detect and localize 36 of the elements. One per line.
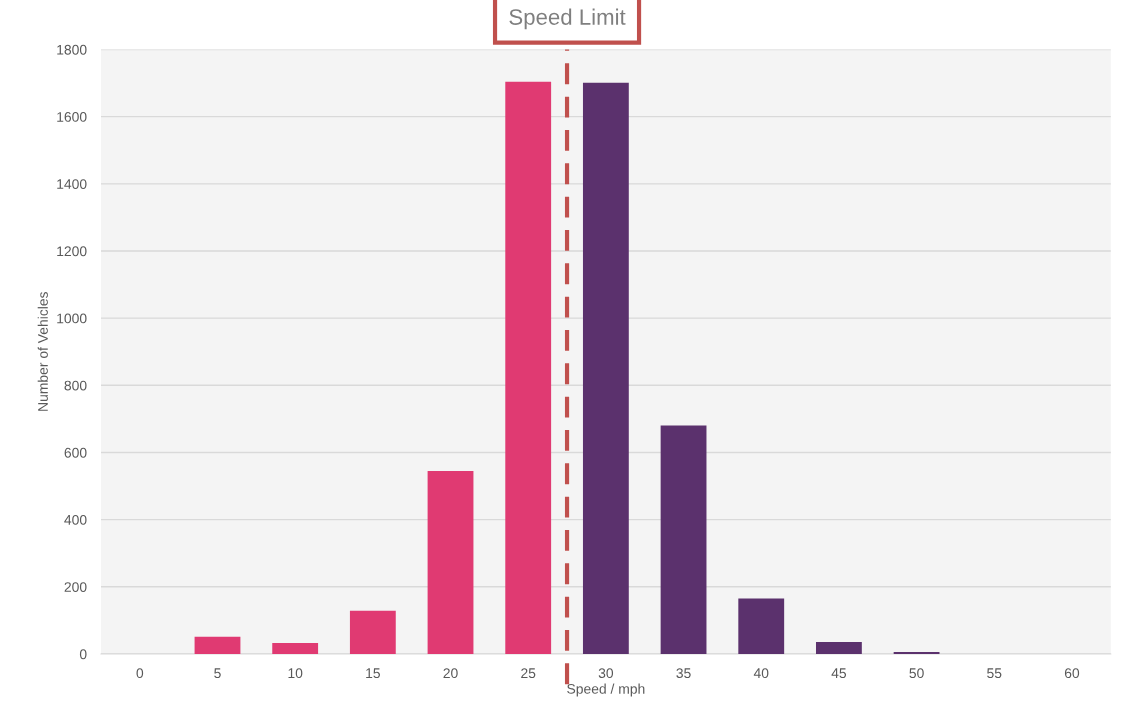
x-tick-label: 40 [753,668,769,679]
bar [738,598,785,654]
y-tick-label: 1600 [57,111,87,122]
x-tick-label: 30 [598,668,614,679]
x-tick-label: 50 [909,668,924,679]
bar [660,425,707,654]
x-tick-label: 60 [1064,668,1080,679]
bar [893,651,940,654]
ref-line-label: Speed Limit [509,8,626,30]
y-tick-label: 200 [64,582,87,592]
x-tick-label: 5 [214,668,221,679]
bar [427,470,474,654]
y-tick-label: 800 [64,380,87,391]
y-tick-label: 400 [64,514,87,525]
x-axis-title: Speed / mph [567,683,645,697]
y-tick-label: 1200 [57,246,87,257]
x-tick-label: 15 [366,668,380,679]
y-tick-label: 1400 [57,179,87,189]
x-tick-label: 55 [987,668,1002,679]
bar [816,641,862,654]
x-tick-label: 20 [443,668,458,679]
x-tick-label: 10 [288,668,303,679]
x-tick-label: 35 [676,668,691,679]
y-tick-label: 1000 [57,313,87,324]
bar [194,636,241,654]
x-tick-label: 0 [136,668,144,679]
bar [582,82,629,654]
x-tick-label: 45 [831,668,847,679]
y-axis-title: Number of Vehicles [37,292,48,411]
x-tick-label: 25 [521,668,536,679]
y-tick-label: 1800 [57,44,87,55]
y-tick-label: 600 [64,447,87,458]
bar [349,610,396,654]
y-tick-label: 0 [79,649,87,660]
bar [272,642,319,654]
bar [505,81,552,654]
